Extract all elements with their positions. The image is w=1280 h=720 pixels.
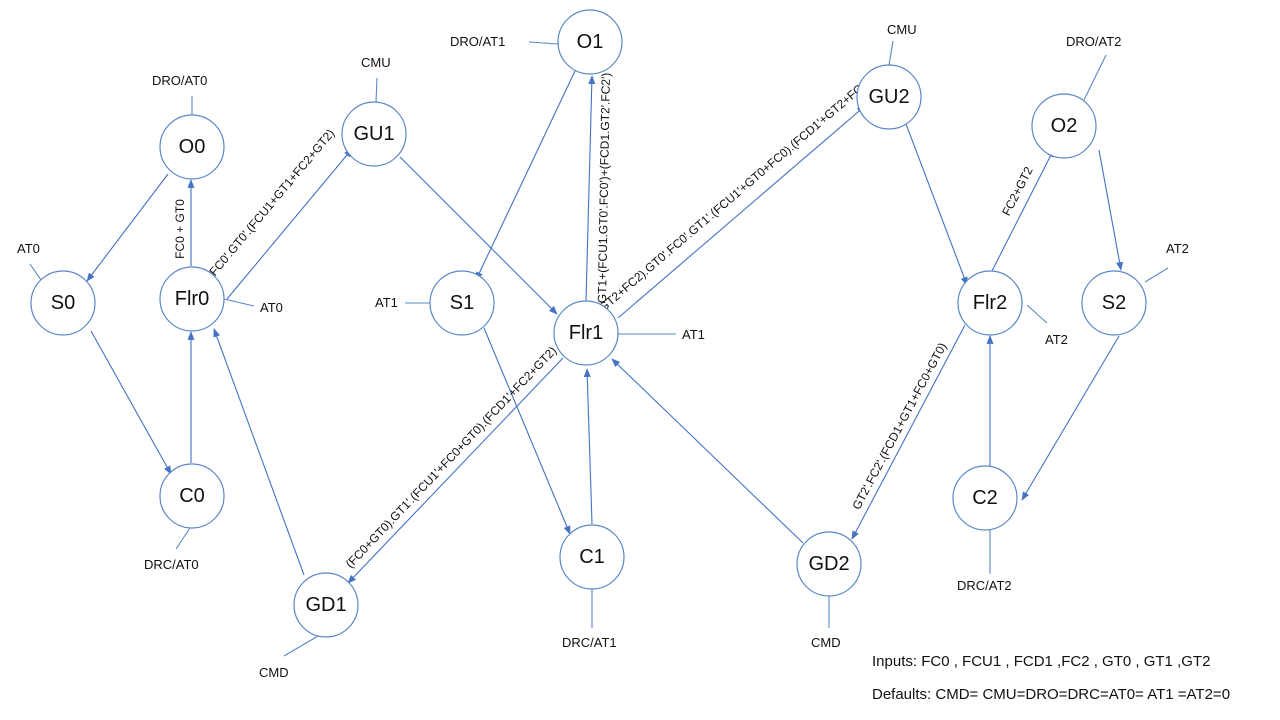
state-c0-label: C0: [179, 485, 205, 507]
state-o2: O2: [1031, 93, 1097, 159]
state-gd2: GD2: [796, 531, 862, 597]
edge-flr0-gu1: [226, 148, 353, 300]
output-o1: DRO/AT1: [450, 34, 505, 49]
condition-flr2-gd2: GT2'.FC2'.(FCD1+GT1+FC0+GT0): [849, 340, 949, 512]
output-s1: AT1: [375, 295, 398, 310]
state-s0: S0: [30, 270, 96, 336]
state-s2: S2: [1081, 270, 1147, 336]
output-ticks: [29, 40, 1169, 657]
legend: Inputs: FC0 , FCU1 , FCD1 ,FC2 , GT0 , G…: [872, 653, 1230, 703]
output-gu2: CMU: [887, 22, 917, 37]
edge-flr2-gd2: [851, 324, 966, 540]
state-gd2-label: GD2: [808, 553, 849, 575]
state-o0-label: O0: [179, 136, 206, 158]
state-gu2: GU2: [856, 64, 922, 130]
output-flr0: AT0: [260, 300, 283, 315]
output-s2: AT2: [1166, 241, 1189, 256]
edge-o2-s2: [1098, 149, 1124, 271]
state-c2: C2: [952, 465, 1018, 531]
state-flr0: Flr0: [159, 266, 225, 332]
state-outputs: AT0 AT0 DRO/AT0 DRC/AT0 CMU CMD AT1 DRO/…: [17, 22, 1189, 680]
condition-flr1-o1: GT1+(FCU1.GT0'.FC0')+(FCD1.GT2'.FC2'): [595, 73, 613, 304]
condition-flr0-gu1: FC0'.GT0'.(FCU1+GT1+FC2+GT2): [206, 126, 337, 278]
state-s2-label: S2: [1102, 292, 1126, 314]
edge-o0-s0: [86, 173, 169, 282]
output-s0: AT0: [17, 241, 40, 256]
state-o2-label: O2: [1051, 115, 1078, 137]
state-gu2-label: GU2: [868, 86, 909, 108]
edge-gd2-flr1: [611, 358, 804, 544]
state-s0-label: S0: [51, 292, 75, 314]
defaults-note: Defaults: CMD= CMU=DRO=DRC=AT0= AT1 =AT2…: [872, 686, 1230, 703]
state-gu1: GU1: [341, 101, 407, 167]
state-s1-label: S1: [450, 292, 474, 314]
edge-c1-flr1: [583, 368, 593, 525]
condition-flr0-o0: FC0 + GT0: [173, 199, 187, 259]
state-c1-label: C1: [579, 546, 605, 568]
edge-gu1-flr1: [399, 156, 558, 315]
output-c1: DRC/AT1: [562, 635, 617, 650]
edge-gd1-flr0: [213, 328, 305, 576]
transitions: [86, 70, 1124, 584]
state-o0: O0: [159, 114, 225, 180]
output-o2: DRO/AT2: [1066, 34, 1121, 49]
output-gd2: CMD: [811, 635, 841, 650]
state-flr2-label: Flr2: [973, 292, 1007, 314]
output-gd1: CMD: [259, 665, 289, 680]
state-s1: S1: [429, 270, 495, 336]
condition-flr2-o2: FC2+GT2: [999, 164, 1036, 218]
edge-o1-s1: [475, 70, 576, 281]
inputs-note: Inputs: FC0 , FCU1 , FCD1 ,FC2 , GT0 , G…: [872, 653, 1210, 670]
states: S0 Flr0 O0 C0 GU1 GD1 S1 O1: [30, 9, 1147, 638]
state-c0: C0: [159, 463, 225, 529]
state-flr0-label: Flr0: [175, 288, 209, 310]
output-flr2: AT2: [1045, 332, 1068, 347]
state-o1: O1: [557, 9, 623, 75]
edge-s1-c1: [483, 327, 571, 535]
edge-flr1-o1: [585, 75, 596, 302]
output-o0: DRO/AT0: [152, 73, 207, 88]
state-flr2: Flr2: [957, 270, 1023, 336]
state-gd1: GD1: [293, 572, 359, 638]
output-gu1: CMU: [361, 55, 391, 70]
edge-flr1-gd1: [347, 357, 564, 584]
state-c1: C1: [559, 524, 625, 590]
output-flr1: AT1: [682, 327, 705, 342]
edge-s0-c0: [90, 330, 172, 475]
state-c2-label: C2: [972, 487, 998, 509]
edge-gu2-flr2: [905, 123, 968, 286]
edge-s2-c2: [1021, 335, 1120, 501]
state-gd1-label: GD1: [305, 594, 346, 616]
state-gu1-label: GU1: [353, 123, 394, 145]
edge-flr2-o2: [991, 148, 1055, 272]
state-flr1: Flr1: [553, 300, 619, 366]
output-c0: DRC/AT0: [144, 557, 199, 572]
state-o1-label: O1: [577, 31, 604, 53]
output-c2: DRC/AT2: [957, 578, 1012, 593]
state-flr1-label: Flr1: [569, 322, 603, 344]
condition-flr1-gd1: (FC0+GT0).GT1'.(FCU1'+FC0+GT0).(FCD1'+FC…: [343, 344, 560, 571]
edge-flr1-gu2: [617, 105, 866, 319]
condition-flr1-gu2: (GT2+FC2).GT0'.FC0'.GT1'.(FCU1'+GT0+FC0)…: [593, 75, 874, 318]
